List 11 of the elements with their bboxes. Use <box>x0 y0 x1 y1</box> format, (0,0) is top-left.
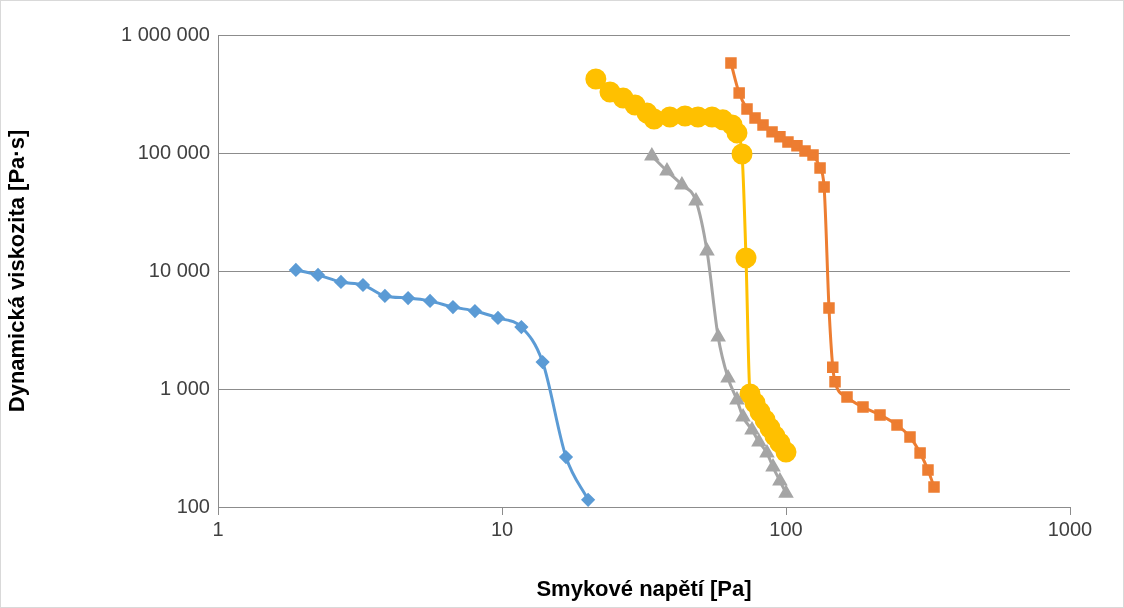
y-tick-label: 1 000 000 <box>121 22 210 45</box>
y-tick-label: 100 000 <box>137 140 210 163</box>
x-tick-label: 1000 <box>1047 517 1093 540</box>
y-tick-label: 10 000 <box>148 258 210 281</box>
x-tick-label: 10 <box>490 517 514 540</box>
x-axis-title: Smykové napětí [Pa] <box>536 575 752 601</box>
y-tick-label: 1 000 <box>159 376 210 399</box>
x-tick-label: 100 <box>769 517 803 540</box>
y-tick-label: 100 <box>176 494 210 517</box>
x-tick-label: 1 <box>212 517 224 540</box>
y-axis-title: Dynamická viskozita [Pa·s] <box>4 129 30 413</box>
